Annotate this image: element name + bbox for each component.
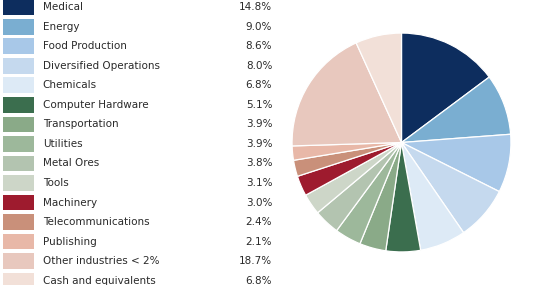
Wedge shape [306,142,402,213]
Wedge shape [292,142,402,160]
Wedge shape [360,142,401,251]
Text: 8.6%: 8.6% [246,41,272,51]
FancyBboxPatch shape [3,156,34,171]
FancyBboxPatch shape [3,195,34,210]
Text: Publishing: Publishing [43,237,96,247]
FancyBboxPatch shape [3,253,34,269]
Text: Other industries < 2%: Other industries < 2% [43,256,159,266]
Text: Tools: Tools [43,178,68,188]
Wedge shape [337,142,401,244]
Text: 3.8%: 3.8% [246,158,272,168]
Text: 5.1%: 5.1% [246,100,272,110]
FancyBboxPatch shape [3,234,34,249]
Text: Medical: Medical [43,2,82,12]
FancyBboxPatch shape [3,58,34,74]
Text: Computer Hardware: Computer Hardware [43,100,148,110]
Text: Food Production: Food Production [43,41,126,51]
Wedge shape [402,142,499,233]
Text: Transportation: Transportation [43,119,118,129]
Wedge shape [402,142,464,250]
FancyBboxPatch shape [3,136,34,152]
Text: Chemicals: Chemicals [43,80,97,90]
Wedge shape [402,33,489,142]
Text: Machinery: Machinery [43,198,97,207]
Text: 18.7%: 18.7% [239,256,272,266]
Text: Telecommunications: Telecommunications [43,217,149,227]
Text: 3.1%: 3.1% [246,178,272,188]
Text: 8.0%: 8.0% [246,61,272,71]
FancyBboxPatch shape [3,214,34,230]
Text: 6.8%: 6.8% [246,276,272,285]
Text: 6.8%: 6.8% [246,80,272,90]
Wedge shape [386,142,421,252]
Text: 3.0%: 3.0% [246,198,272,207]
FancyBboxPatch shape [3,97,34,113]
Text: 3.9%: 3.9% [246,139,272,149]
Text: Cash and equivalents: Cash and equivalents [43,276,155,285]
Wedge shape [402,77,510,142]
Text: 2.4%: 2.4% [246,217,272,227]
FancyBboxPatch shape [3,0,34,15]
FancyBboxPatch shape [3,175,34,191]
Text: Energy: Energy [43,22,79,32]
Wedge shape [317,142,402,231]
Text: 14.8%: 14.8% [239,2,272,12]
Text: Utilities: Utilities [43,139,82,149]
FancyBboxPatch shape [3,273,34,285]
Wedge shape [402,134,511,192]
FancyBboxPatch shape [3,78,34,93]
Text: Metal Ores: Metal Ores [43,158,99,168]
Text: 9.0%: 9.0% [246,22,272,32]
FancyBboxPatch shape [3,117,34,132]
FancyBboxPatch shape [3,19,34,34]
FancyBboxPatch shape [3,38,34,54]
Text: 2.1%: 2.1% [246,237,272,247]
Wedge shape [294,142,401,176]
Text: 3.9%: 3.9% [246,119,272,129]
Wedge shape [356,33,402,142]
Text: Diversified Operations: Diversified Operations [43,61,159,71]
Wedge shape [298,142,402,195]
Wedge shape [292,43,402,146]
